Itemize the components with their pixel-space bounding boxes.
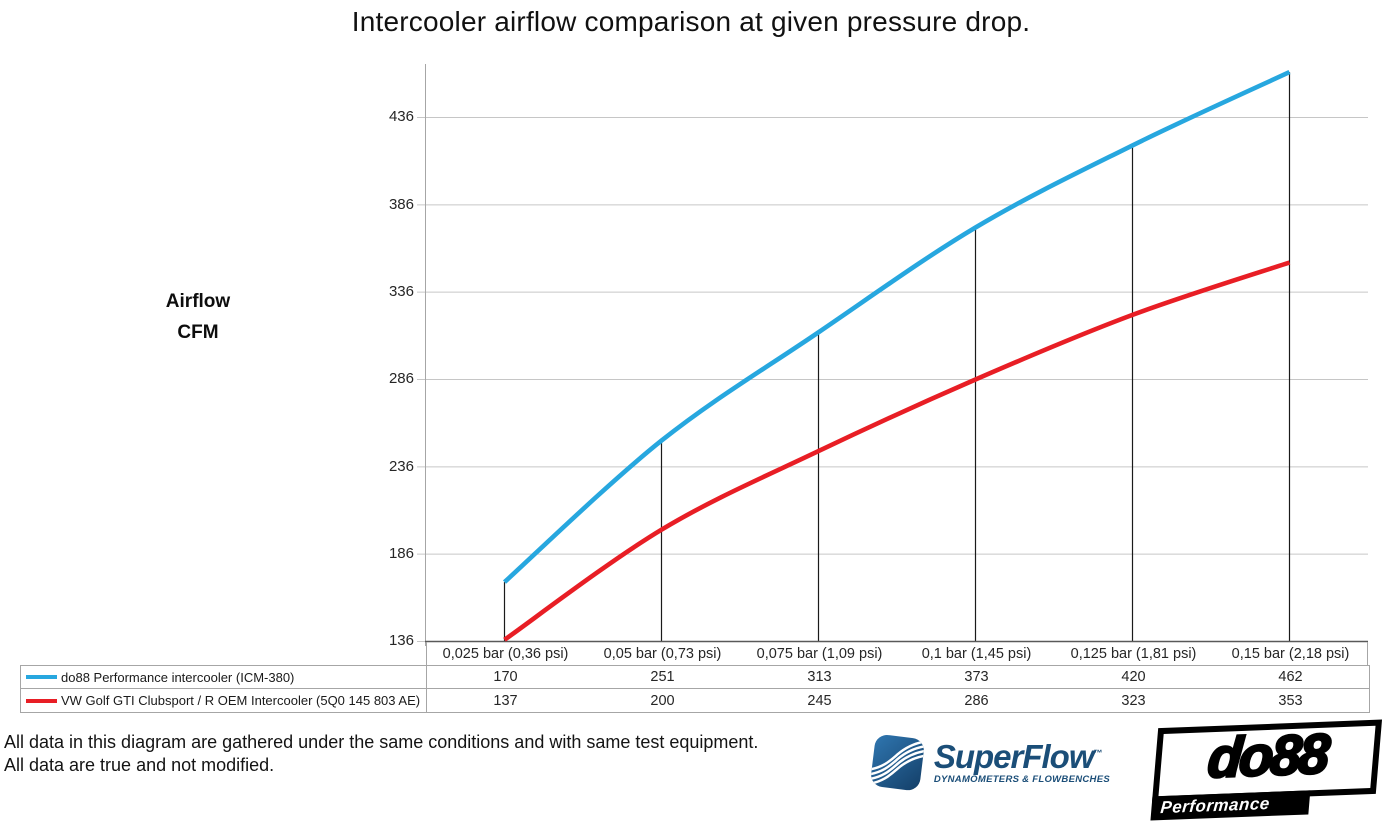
y-tick-286: 286 bbox=[388, 370, 414, 387]
table-row-do88: do88 Performance intercooler (ICM-380) 1… bbox=[21, 666, 1369, 689]
legend-line-red-icon bbox=[26, 698, 57, 703]
value-cell: 373 bbox=[964, 669, 989, 685]
y-tick-186: 186 bbox=[388, 545, 414, 562]
series-values-oem: 137 200 245 286 323 353 bbox=[427, 689, 1369, 712]
value-cell: 137 bbox=[493, 692, 518, 709]
value-cell: 420 bbox=[1121, 669, 1146, 685]
trademark-symbol: ™ bbox=[1093, 748, 1103, 758]
y-tick-436: 436 bbox=[388, 108, 414, 125]
do88-performance-bar: Performance bbox=[1150, 790, 1311, 821]
value-cell: 245 bbox=[807, 692, 832, 709]
series-values-do88: 170 251 313 373 420 462 bbox=[427, 666, 1369, 688]
disclaimer-text: All data in this diagram are gathered un… bbox=[4, 731, 864, 777]
superflow-wordmark: SuperFlow™ bbox=[933, 738, 1103, 775]
y-tick-236: 236 bbox=[388, 458, 414, 475]
x-axis-category-row: 0,025 bar (0,36 psi) 0,05 bar (0,73 psi)… bbox=[426, 642, 1368, 665]
legend-line-blue-icon bbox=[26, 675, 57, 679]
value-cell: 313 bbox=[807, 669, 832, 685]
value-cell: 200 bbox=[650, 692, 675, 709]
disclaimer-line1: All data in this diagram are gathered un… bbox=[4, 732, 759, 752]
legend-label: do88 Performance intercooler (ICM-380) bbox=[61, 669, 295, 685]
y-axis-label-line2: CFM bbox=[177, 322, 219, 343]
x-category: 0,1 bar (1,45 psi) bbox=[921, 645, 1032, 662]
value-cell: 251 bbox=[650, 669, 675, 685]
do88-wordmark: do88 bbox=[1204, 720, 1330, 790]
superflow-tagline: DYNAMOMETERS & FLOWBENCHES bbox=[933, 774, 1110, 785]
legend-item-do88: do88 Performance intercooler (ICM-380) bbox=[21, 666, 427, 688]
value-cell: 323 bbox=[1121, 692, 1146, 709]
superflow-wave-icon bbox=[869, 734, 926, 791]
y-tick-386: 386 bbox=[388, 196, 414, 213]
x-category: 0,125 bar (1,81 psi) bbox=[1070, 645, 1197, 662]
value-cell: 170 bbox=[493, 669, 518, 685]
y-tick-136: 136 bbox=[388, 632, 414, 649]
value-cell: 462 bbox=[1278, 669, 1303, 685]
x-category: 0,025 bar (0,36 psi) bbox=[442, 645, 569, 662]
x-category: 0,15 bar (2,18 psi) bbox=[1231, 645, 1350, 662]
value-cell: 286 bbox=[964, 692, 989, 709]
x-category: 0,05 bar (0,73 psi) bbox=[603, 645, 722, 662]
do88-logo: do88 Performance bbox=[1150, 719, 1382, 821]
value-cell: 353 bbox=[1278, 692, 1303, 709]
legend-label: VW Golf GTI Clubsport / R OEM Intercoole… bbox=[61, 693, 421, 708]
superflow-logo: SuperFlow™ DYNAMOMETERS & FLOWBENCHES bbox=[866, 732, 1110, 798]
y-tick-336: 336 bbox=[388, 283, 414, 300]
y-axis-label-line1: Airflow bbox=[165, 291, 231, 312]
x-category: 0,075 bar (1,09 psi) bbox=[756, 645, 883, 662]
do88-tagline: Performance bbox=[1159, 793, 1271, 818]
data-table: do88 Performance intercooler (ICM-380) 1… bbox=[20, 665, 1370, 713]
chart-title: Intercooler airflow comparison at given … bbox=[351, 6, 1031, 37]
disclaimer-line2: All data are true and not modified. bbox=[4, 755, 275, 775]
table-row-oem: VW Golf GTI Clubsport / R OEM Intercoole… bbox=[21, 689, 1369, 712]
y-axis-label: Airflow CFM bbox=[138, 286, 258, 348]
superflow-wordmark-block: SuperFlow™ DYNAMOMETERS & FLOWBENCHES bbox=[933, 736, 1110, 786]
legend-item-oem: VW Golf GTI Clubsport / R OEM Intercoole… bbox=[21, 689, 427, 712]
